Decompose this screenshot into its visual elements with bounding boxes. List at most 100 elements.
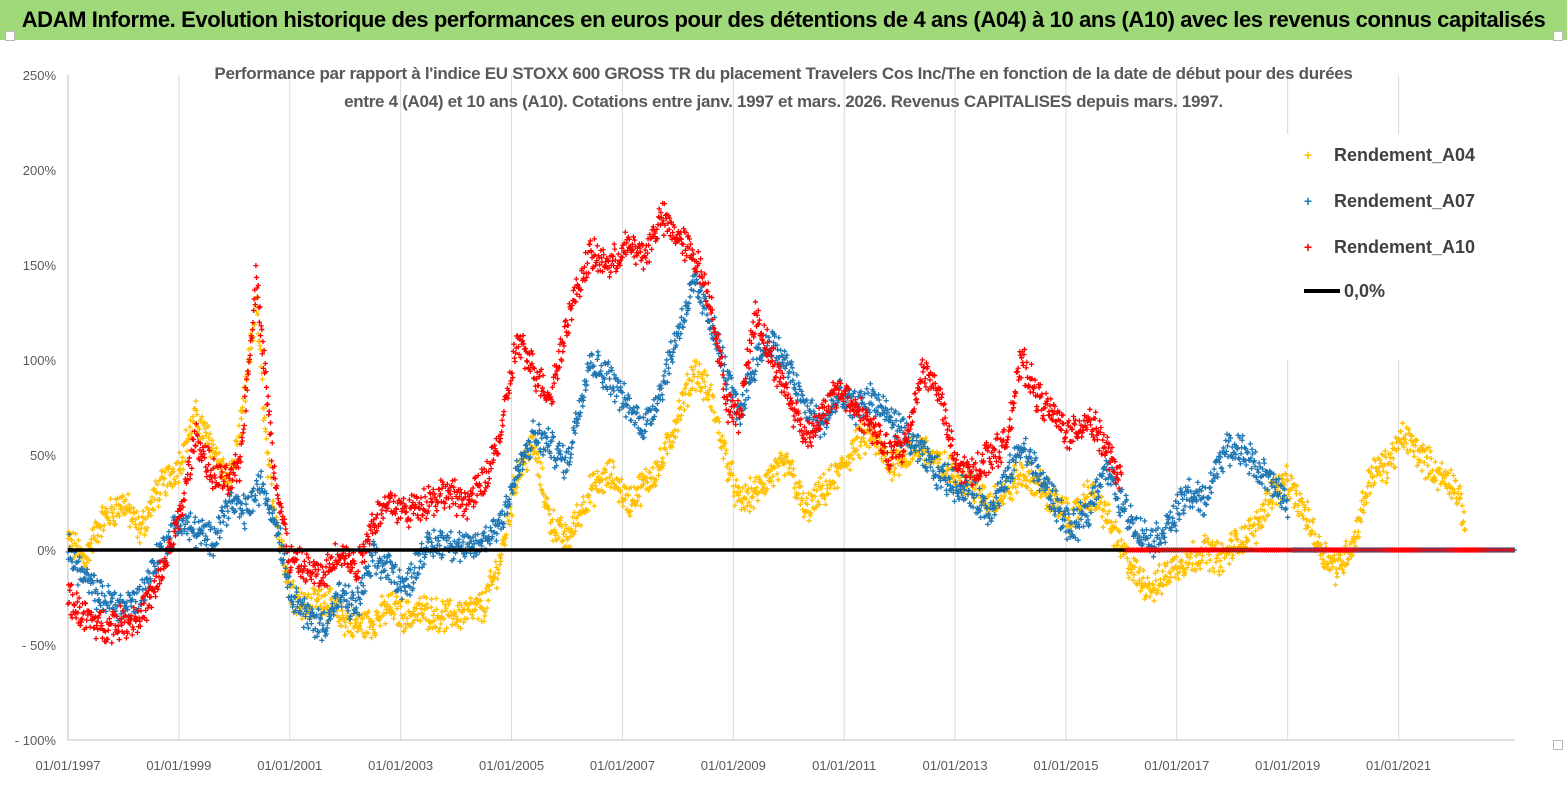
data-point [716,430,722,436]
data-point [199,527,205,534]
data-point [1310,516,1316,522]
data-point [290,578,296,584]
data-point [328,585,334,592]
data-point [619,495,626,501]
data-point [1085,484,1091,490]
data-point [237,432,243,438]
data-point [176,449,183,456]
data-point [99,583,106,589]
data-point [444,625,450,631]
data-point [411,617,417,623]
data-point [610,458,616,465]
data-point [423,616,429,622]
data-point [861,439,868,445]
data-point [1383,454,1389,460]
data-point [770,483,777,489]
data-point [254,481,260,487]
data-point [1161,576,1167,583]
data-point [1020,465,1026,471]
data-point [1190,539,1196,545]
data-point [627,508,634,515]
data-point [1389,441,1395,447]
data-point [457,617,463,623]
data-point [99,504,106,510]
data-point [635,485,641,491]
data-point [1285,514,1291,520]
data-point [349,602,355,608]
data-point [79,566,86,572]
y-tick-label: 50% [30,448,56,463]
data-point [292,594,298,600]
data-point [209,437,215,443]
data-point [417,618,424,624]
data-point [263,429,269,435]
data-point [257,346,264,353]
data-point [1160,582,1166,589]
data-point [1167,509,1173,515]
data-point [1304,499,1311,505]
data-point [428,604,434,610]
data-point [657,446,663,452]
data-point [1216,572,1223,578]
data-point [1018,462,1025,468]
data-point [314,633,320,639]
data-point [294,604,300,610]
data-point [684,311,690,317]
data-point [196,426,202,432]
data-point [633,404,640,410]
data-point [1121,541,1127,547]
data-point [345,608,351,614]
data-point [909,456,916,462]
data-point [1355,529,1361,535]
data-point [690,367,696,373]
data-point [1234,536,1241,543]
data-point [817,434,823,440]
data-point [860,435,867,441]
resize-handle-top-right[interactable] [1553,31,1563,41]
data-point [1457,483,1463,489]
data-point [1186,476,1192,482]
data-point [1450,486,1456,492]
data-point [891,472,897,478]
data-point [120,493,126,499]
data-point [503,493,509,500]
data-point [107,521,113,527]
data-point [1195,479,1201,485]
x-tick-label: 01/01/2017 [1144,758,1209,773]
data-point [98,578,104,585]
chart-area[interactable]: 250% 200% 150% 100% 50% 0% - 50% - 100% 01/01/1… [0,40,1567,790]
data-point [86,557,93,563]
data-point [653,482,659,489]
data-point [1267,490,1273,497]
data-point [129,632,135,638]
data-point [1437,466,1443,472]
data-point [548,520,554,526]
resize-handle-top-left[interactable] [5,31,15,41]
data-point [201,537,208,544]
data-point [660,455,666,461]
data-point [779,452,785,459]
y-tick-label: 150% [23,258,57,273]
data-point [98,602,104,609]
data-point [1222,555,1228,561]
data-point [1449,495,1455,501]
data-point [622,496,628,503]
data-point [314,612,320,618]
data-point [1094,476,1100,482]
data-point [1388,461,1395,467]
data-point [362,634,368,640]
data-point [445,601,452,608]
data-point [93,587,99,593]
data-point [620,503,626,509]
data-point [776,463,782,469]
data-point [591,471,597,477]
data-point [277,525,284,531]
data-point [1382,448,1388,454]
resize-handle-bottom-right[interactable] [1553,740,1563,750]
data-point [1255,521,1261,527]
data-point [572,528,578,534]
data-point [90,580,96,586]
data-point [182,458,188,464]
data-point [438,621,444,627]
data-point [742,507,748,513]
